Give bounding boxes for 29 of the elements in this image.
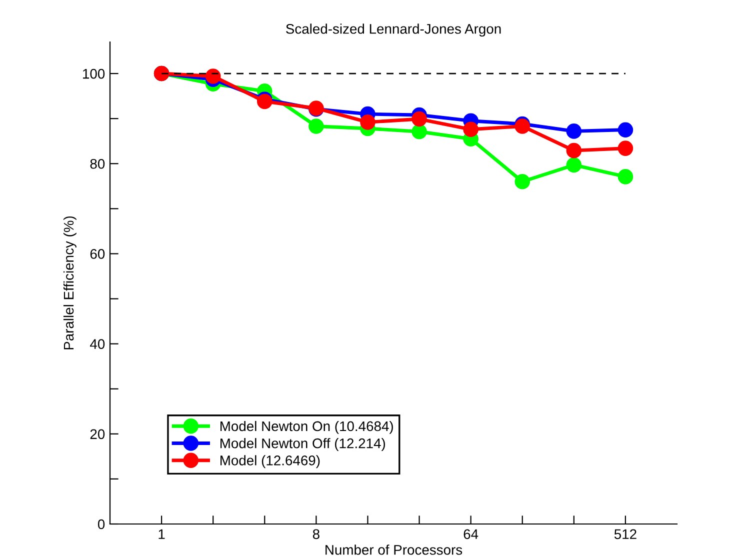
point <box>205 68 221 84</box>
y-tick-label: 40 <box>90 339 105 349</box>
point <box>412 124 427 140</box>
point <box>566 157 582 173</box>
point <box>514 174 530 190</box>
x-tick-label: 8 <box>312 529 320 540</box>
point <box>360 114 376 130</box>
x-tick-label: 64 <box>464 529 478 540</box>
point <box>566 124 582 139</box>
point <box>618 140 634 156</box>
legend-label: Model Newton On (10.4684) <box>220 420 393 434</box>
y-tick-label: 60 <box>90 249 105 259</box>
point <box>618 122 634 138</box>
x-axis-title: Number of Processors <box>326 544 462 555</box>
legend-label: Model (12.6469) <box>220 455 320 468</box>
legend-label: Model Newton Off (12.214) <box>220 438 386 451</box>
y-tick-label: 80 <box>90 158 105 169</box>
y-tick-label: 100 <box>83 68 105 79</box>
point <box>566 142 582 158</box>
y-tick-label: 20 <box>90 429 105 440</box>
y-tick-label: 0 <box>98 519 105 530</box>
y-axis-title: Parallel Efficiency (%) <box>63 216 76 350</box>
chart-title: Scaled-sized Lennard-Jones Argon <box>286 24 501 37</box>
point <box>618 169 634 184</box>
point <box>412 111 427 127</box>
x-tick-label: 1 <box>158 529 165 539</box>
x-tick-label: 512 <box>614 529 636 540</box>
point <box>308 118 324 134</box>
point <box>463 122 478 138</box>
